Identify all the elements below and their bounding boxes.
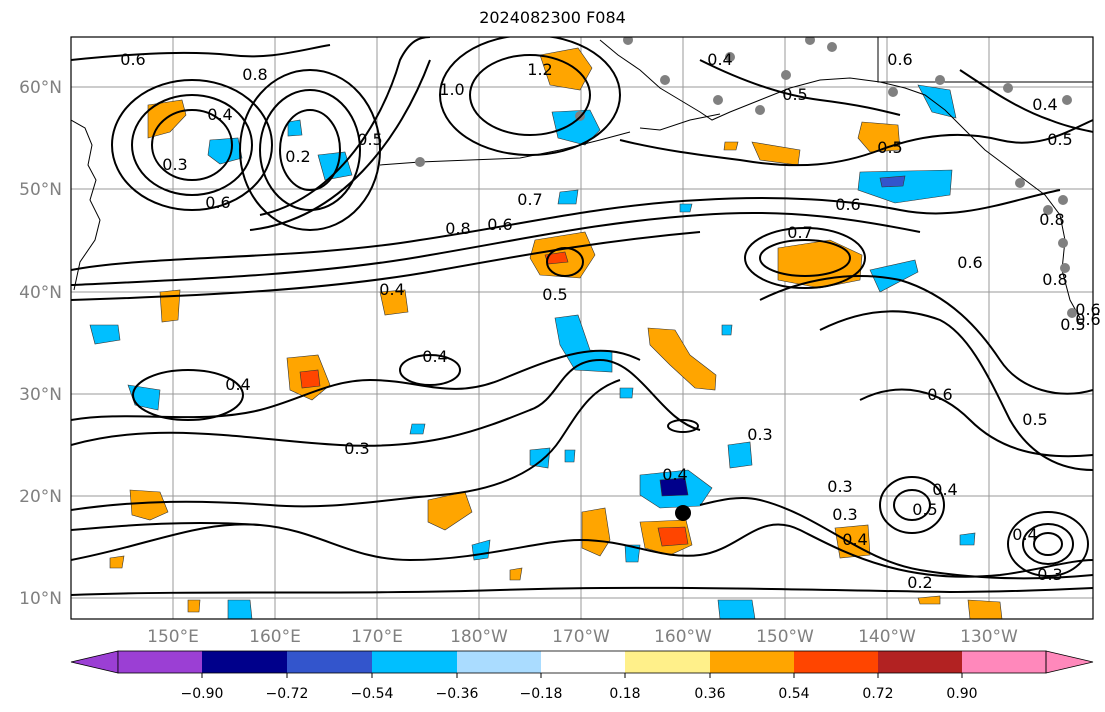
map-title: 2024082300 F084	[479, 8, 626, 27]
contour-label: 0.7	[787, 223, 812, 242]
contour-label: 1.0	[439, 80, 464, 99]
contour-label: 0.3	[162, 155, 187, 174]
contour-label: 0.3	[344, 439, 369, 458]
colorbar-segment	[878, 651, 962, 673]
colorbar-extend-low	[70, 650, 119, 674]
colorbar-outline	[117, 650, 1047, 674]
contour-label: 0.5	[782, 85, 807, 104]
contour-label: 0.6	[927, 385, 952, 404]
lon-label: 160°E	[249, 627, 301, 647]
lat-label: 20°N	[19, 487, 62, 507]
contour-label: 0.4	[379, 280, 404, 299]
latitude-labels: 60°N 50°N 40°N 30°N 20°N 10°N	[19, 78, 62, 609]
contour-label: 0.4	[1032, 95, 1057, 114]
contour-label: 0.6	[205, 193, 230, 212]
contour-label: 0.5	[877, 138, 902, 157]
contour-label: 0.5	[1060, 315, 1085, 334]
lon-label: 150°E	[147, 627, 199, 647]
contour-label: 0.4	[225, 375, 250, 394]
contour-lines	[71, 37, 1093, 596]
contour-label: 0.6	[957, 253, 982, 272]
colorbar-tick-label: −0.18	[520, 686, 563, 702]
contour-label: 0.6	[887, 50, 912, 69]
contour-label: 0.7	[517, 190, 542, 209]
contour-label: 0.8	[445, 219, 470, 238]
colorbar-segment	[457, 651, 541, 673]
colorbar-segment	[372, 651, 457, 673]
colorbar-segment	[541, 651, 625, 673]
contour-label: 0.8	[1039, 210, 1064, 229]
colorbar-tick-label: 0.54	[778, 686, 809, 702]
contour-label: 0.5	[912, 500, 937, 519]
contour-label: 0.2	[907, 573, 932, 592]
contour-label: 0.6	[835, 195, 860, 214]
colorbar-segment	[287, 651, 372, 673]
colorbar-tick-label: −0.90	[181, 686, 224, 702]
contour-label: 0.6	[1075, 310, 1100, 329]
lat-label: 30°N	[19, 385, 62, 405]
colorbar-segment	[118, 651, 202, 673]
colorbar-tick-label: 0.36	[694, 686, 725, 702]
lon-label: 150°W	[756, 627, 814, 647]
station-markers	[415, 37, 1077, 318]
contour-label: 0.4	[422, 347, 447, 366]
colorbar-tick-label: 0.18	[609, 686, 640, 702]
contour-label: 0.4	[842, 530, 867, 549]
contour-label: 0.6	[1075, 300, 1100, 319]
contour-label: 0.8	[242, 65, 267, 84]
contour-label: 0.8	[1042, 270, 1067, 289]
contour-label: 0.5	[1022, 410, 1047, 429]
lat-label: 50°N	[19, 180, 62, 200]
contour-label: 0.6	[120, 50, 145, 69]
colorbar-segment	[202, 651, 287, 673]
shaded-anomalies	[89, 47, 1003, 619]
contour-label: 0.3	[1037, 565, 1062, 584]
contour-label-group: 0.6 0.8 0.3 0.4 0.2 0.6 0.5 1.0 1.2 0.4 …	[120, 50, 1100, 592]
contour-label: 0.5	[1047, 130, 1072, 149]
lon-label: 160°W	[654, 627, 712, 647]
lon-label: 140°W	[858, 627, 916, 647]
contour-label: 0.4	[662, 465, 687, 484]
colorbar-segment	[794, 651, 878, 673]
contour-label: 0.5	[542, 285, 567, 304]
colorbar-segment	[710, 651, 794, 673]
lon-label: 130°W	[960, 627, 1018, 647]
lat-label: 10°N	[19, 589, 62, 609]
lon-label: 180°W	[450, 627, 508, 647]
contour-label: 0.6	[487, 215, 512, 234]
contour-label: 0.3	[832, 505, 857, 524]
lat-label: 60°N	[19, 78, 62, 98]
colorbar-tick-label: −0.72	[266, 686, 309, 702]
map-frame	[70, 36, 1094, 620]
contour-label: 0.3	[747, 425, 772, 444]
colorbar-segment	[625, 651, 710, 673]
center-marker	[675, 505, 691, 521]
colorbar-tick-labels: −0.90 −0.72 −0.54 −0.36 −0.18 0.18 0.36 …	[181, 686, 978, 702]
colorbar-segment	[962, 651, 1046, 673]
colorbar	[70, 650, 1094, 678]
contour-label: 0.5	[357, 130, 382, 149]
colorbar-tick-label: −0.36	[436, 686, 479, 702]
colorbar-tick-label: 0.72	[862, 686, 893, 702]
colorbar-tick-label: 0.90	[946, 686, 977, 702]
contour-label: 0.2	[285, 147, 310, 166]
lon-label: 170°E	[351, 627, 403, 647]
contour-label: 1.2	[527, 60, 552, 79]
contour-label: 0.4	[1012, 525, 1037, 544]
lat-label: 40°N	[19, 283, 62, 303]
contour-label: 0.4	[207, 105, 232, 124]
colorbar-extend-high	[1045, 650, 1094, 674]
contour-label: 0.3	[827, 477, 852, 496]
colorbar-tick-label: −0.54	[351, 686, 394, 702]
lon-label: 170°W	[552, 627, 610, 647]
contour-label: 0.4	[707, 50, 732, 69]
longitude-labels: 150°E 160°E 170°E 180°W 170°W 160°W 150°…	[147, 627, 1018, 647]
contour-label: 0.4	[932, 480, 957, 499]
